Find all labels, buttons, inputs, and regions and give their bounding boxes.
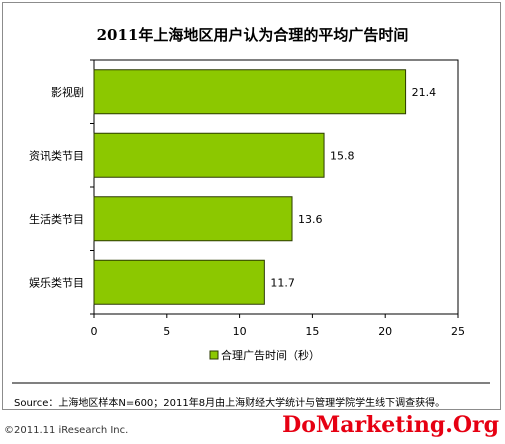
y-category-label: 资讯类节目 — [29, 148, 84, 162]
x-tick-label: 0 — [91, 325, 98, 338]
y-category-label: 生活类节目 — [29, 212, 84, 226]
x-tick-label: 15 — [305, 325, 319, 338]
copyright-text: ©2011.11 iResearch Inc. — [4, 425, 129, 436]
chart-title: 2011年上海地区用户认为合理的平均广告时间 — [96, 26, 409, 44]
data-label: 15.8 — [330, 149, 355, 162]
watermark-logo: DoMarketing.Org — [282, 412, 499, 438]
legend-swatch — [209, 350, 219, 360]
x-tick-label: 10 — [233, 325, 247, 338]
bar — [93, 132, 325, 178]
bar — [93, 69, 407, 115]
legend-label: 合理广告时间（秒） — [221, 348, 320, 362]
bar — [93, 259, 265, 305]
x-tick-label: 25 — [451, 325, 465, 338]
data-label: 11.7 — [270, 276, 295, 289]
data-label: 13.6 — [298, 213, 323, 226]
y-category-label: 影视剧 — [51, 85, 84, 99]
data-label: 21.4 — [412, 86, 437, 99]
bar — [93, 196, 293, 242]
source-note: Source：上海地区样本N=600；2011年8月由上海财经大学统计与管理学院… — [14, 398, 446, 409]
x-tick-label: 5 — [163, 325, 170, 338]
y-category-label: 娱乐类节目 — [29, 275, 84, 289]
x-tick-label: 20 — [378, 325, 392, 338]
